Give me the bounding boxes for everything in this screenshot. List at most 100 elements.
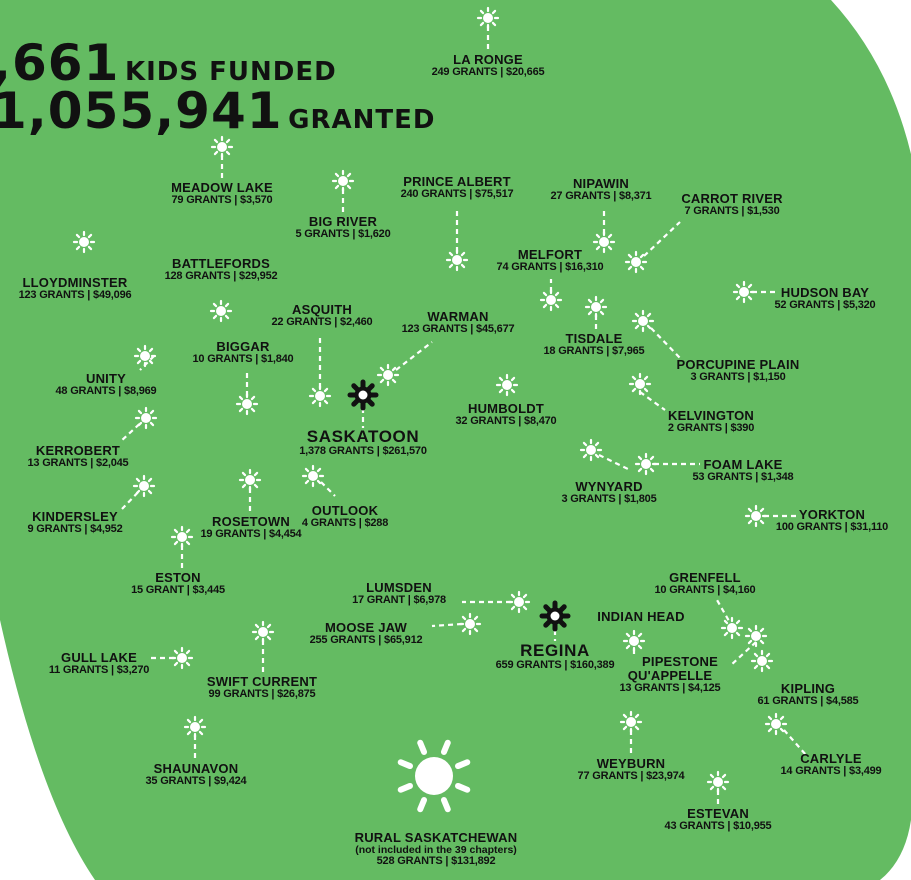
city-eston: ESTON 15 GRANT | $3,445 <box>131 571 225 596</box>
city-stats: 11 GRANTS | $3,270 <box>49 665 149 677</box>
granted-headline: 1,055,941 GRANTED <box>0 82 435 140</box>
saskatoon-marker-icon <box>350 382 376 408</box>
city-name: PRINCE ALBERT <box>401 175 514 189</box>
city-name: OUTLOOK <box>302 504 388 518</box>
sun-icon <box>135 346 155 366</box>
city-stats: 99 GRANTS | $26,875 <box>207 689 317 701</box>
city-name: INDIAN HEAD <box>597 610 684 624</box>
city-asquith: ASQUITH 22 GRANTS | $2,460 <box>272 303 373 328</box>
city-kelvington: KELVINGTON 2 GRANTS | $390 <box>668 409 754 434</box>
city-name: KIPLING <box>758 682 859 696</box>
city-name: WARMAN <box>402 310 515 324</box>
sun-icon <box>746 626 766 646</box>
city-stats: 3 GRANTS | $1,805 <box>561 494 656 506</box>
city-name: PIPESTONE <box>642 655 718 669</box>
city-quappelle: QU'APPELLE 13 GRANTS | $4,125 <box>620 669 721 694</box>
city-stats: 240 GRANTS | $75,517 <box>401 189 514 201</box>
sun-icon <box>734 282 754 302</box>
city-name: SASKATOON <box>299 428 427 446</box>
city-unity: UNITY 48 GRANTS | $8,969 <box>56 372 157 397</box>
city-stats: 18 GRANTS | $7,965 <box>544 346 645 358</box>
city-name: KERROBERT <box>28 444 129 458</box>
city-stats: 100 GRANTS | $31,110 <box>776 522 888 534</box>
city-stats: 10 GRANTS | $1,840 <box>193 354 294 366</box>
city-name: LA RONGE <box>432 53 545 67</box>
city-name: KELVINGTON <box>668 409 754 423</box>
city-kerrobert: KERROBERT 13 GRANTS | $2,045 <box>28 444 129 469</box>
city-stats: 128 GRANTS | $29,952 <box>165 271 278 283</box>
city-name: FOAM LAKE <box>693 458 794 472</box>
sun-icon <box>303 466 323 486</box>
city-stats: 61 GRANTS | $4,585 <box>758 696 859 708</box>
rural-note: (not included in the 39 chapters) <box>355 845 518 856</box>
city-porcupine-plain: PORCUPINE PLAIN 3 GRANTS | $1,150 <box>677 358 800 383</box>
city-name: REGINA <box>496 642 615 660</box>
city-warman: WARMAN 123 GRANTS | $45,677 <box>402 310 515 335</box>
sun-icon <box>253 622 273 642</box>
city-name: KINDERSLEY <box>27 510 122 524</box>
city-stats: 3 GRANTS | $1,150 <box>677 372 800 384</box>
city-stats: 123 GRANTS | $45,677 <box>402 324 515 336</box>
city-gull-lake: GULL LAKE 11 GRANTS | $3,270 <box>49 651 149 676</box>
sun-icon <box>333 171 353 191</box>
sun-icon <box>752 651 772 671</box>
city-saskatoon: SASKATOON 1,378 GRANTS | $261,570 <box>299 428 427 457</box>
sun-icon <box>722 618 742 638</box>
city-indian-head: INDIAN HEAD <box>597 610 684 624</box>
city-stats: 13 GRANTS | $4,125 <box>620 683 721 695</box>
city-stats: 9 GRANTS | $4,952 <box>27 524 122 536</box>
city-name: YORKTON <box>776 508 888 522</box>
city-stats: 43 GRANTS | $10,955 <box>665 821 772 833</box>
sun-icon <box>211 301 231 321</box>
city-stats: 659 GRANTS | $160,389 <box>496 660 615 672</box>
city-outlook: OUTLOOK 4 GRANTS | $288 <box>302 504 388 529</box>
city-name: LUMSDEN <box>352 581 446 595</box>
city-humboldt: HUMBOLDT 32 GRANTS | $8,470 <box>456 402 557 427</box>
city-la-ronge: LA RONGE 249 GRANTS | $20,665 <box>432 53 545 78</box>
sun-icon <box>708 772 728 792</box>
sun-icon <box>621 712 641 732</box>
city-name: WEYBURN <box>578 757 685 771</box>
sun-icon <box>746 506 766 526</box>
city-stats: 53 GRANTS | $1,348 <box>693 472 794 484</box>
city-wynyard: WYNYARD 3 GRANTS | $1,805 <box>561 480 656 505</box>
city-stats: 123 GRANTS | $49,096 <box>19 290 132 302</box>
city-name: CARLYLE <box>781 752 882 766</box>
sun-icon <box>378 365 398 385</box>
sun-icon <box>447 250 467 270</box>
sun-icon <box>626 252 646 272</box>
city-name: GULL LAKE <box>49 651 149 665</box>
city-stats: 10 GRANTS | $4,160 <box>655 585 756 597</box>
sun-icon <box>240 470 260 490</box>
city-name: SWIFT CURRENT <box>207 675 317 689</box>
sun-icon <box>74 232 94 252</box>
city-stats: 15 GRANT | $3,445 <box>131 585 225 597</box>
city-name: ESTEVAN <box>665 807 772 821</box>
sun-icon <box>497 375 517 395</box>
city-moose-jaw: MOOSE JAW 255 GRANTS | $65,912 <box>310 621 423 646</box>
city-name: NIPAWIN <box>551 177 652 191</box>
city-big-river: BIG RIVER 5 GRANTS | $1,620 <box>295 215 390 240</box>
city-stats: 52 GRANTS | $5,320 <box>775 300 876 312</box>
city-estevan: ESTEVAN 43 GRANTS | $10,955 <box>665 807 772 832</box>
city-stats: 14 GRANTS | $3,499 <box>781 766 882 778</box>
city-shaunavon: SHAUNAVON 35 GRANTS | $9,424 <box>146 762 247 787</box>
city-stats: 77 GRANTS | $23,974 <box>578 771 685 783</box>
city-stats: 249 GRANTS | $20,665 <box>432 67 545 79</box>
city-stats: 1,378 GRANTS | $261,570 <box>299 446 427 458</box>
city-yorkton: YORKTON 100 GRANTS | $31,110 <box>776 508 888 533</box>
sun-icon <box>136 408 156 428</box>
city-name: MEADOW LAKE <box>171 181 273 195</box>
sun-icon <box>237 394 257 414</box>
city-name: WYNYARD <box>561 480 656 494</box>
city-name: BATTLEFORDS <box>165 257 278 271</box>
city-name: BIG RIVER <box>295 215 390 229</box>
city-stats: 5 GRANTS | $1,620 <box>295 229 390 241</box>
city-name: QU'APPELLE <box>620 669 721 683</box>
city-battlefords: BATTLEFORDS 128 GRANTS | $29,952 <box>165 257 278 282</box>
sun-icon <box>172 648 192 668</box>
sun-icon <box>586 297 606 317</box>
sun-icon <box>172 527 192 547</box>
sun-icon <box>460 614 480 634</box>
city-kindersley: KINDERSLEY 9 GRANTS | $4,952 <box>27 510 122 535</box>
